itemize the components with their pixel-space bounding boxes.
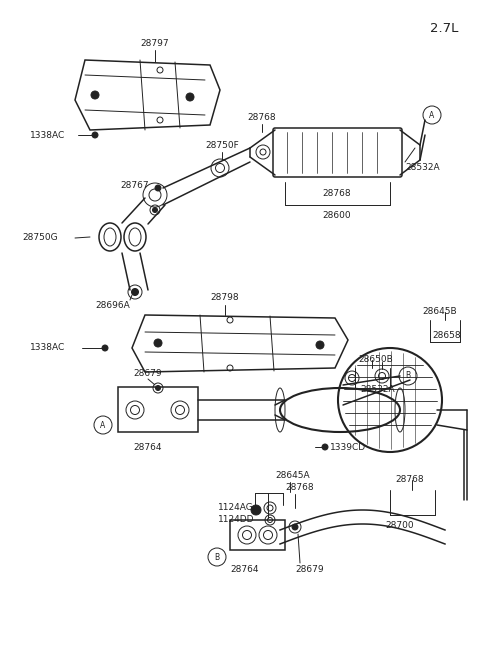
Text: 28764: 28764 (231, 565, 259, 574)
Text: B: B (215, 553, 219, 561)
Text: 1339CD: 1339CD (330, 443, 366, 451)
Circle shape (251, 505, 261, 515)
Circle shape (132, 288, 139, 295)
Text: 28768: 28768 (395, 476, 424, 485)
Circle shape (154, 339, 162, 347)
Text: 1338AC: 1338AC (30, 130, 65, 140)
Text: 28768: 28768 (248, 113, 276, 122)
Text: 28532A: 28532A (360, 386, 395, 394)
Text: 28696A: 28696A (95, 301, 130, 310)
Text: 28679: 28679 (134, 369, 162, 377)
Text: 28532A: 28532A (405, 164, 440, 172)
Text: 28798: 28798 (211, 293, 240, 303)
Text: 28658: 28658 (432, 331, 461, 339)
Text: 28750F: 28750F (205, 141, 239, 149)
Circle shape (102, 345, 108, 351)
Text: 2.7L: 2.7L (430, 22, 458, 35)
Text: 28797: 28797 (141, 39, 169, 48)
Circle shape (153, 208, 157, 212)
Text: 28600: 28600 (323, 210, 351, 219)
Text: 28679: 28679 (295, 565, 324, 574)
Text: 28700: 28700 (385, 521, 414, 529)
Text: 1124DD: 1124DD (218, 515, 254, 525)
Text: 28764: 28764 (134, 443, 162, 451)
Circle shape (92, 132, 98, 138)
Text: 28768: 28768 (323, 189, 351, 198)
Circle shape (186, 93, 194, 101)
Text: A: A (100, 421, 106, 430)
Text: 1338AC: 1338AC (30, 343, 65, 352)
Circle shape (91, 91, 99, 99)
Circle shape (316, 341, 324, 349)
Text: 28645B: 28645B (422, 307, 456, 316)
Circle shape (156, 386, 160, 390)
Text: B: B (406, 371, 410, 381)
Text: 28767: 28767 (120, 181, 149, 189)
Circle shape (292, 524, 298, 530)
Circle shape (155, 185, 161, 191)
Text: A: A (430, 111, 434, 119)
Circle shape (322, 444, 328, 450)
FancyBboxPatch shape (273, 128, 402, 177)
Text: 1124AG: 1124AG (218, 504, 254, 512)
Text: 28768: 28768 (285, 483, 313, 493)
Text: 28750G: 28750G (22, 233, 58, 242)
Text: 28645A: 28645A (275, 470, 310, 479)
Text: 28650B: 28650B (358, 356, 393, 364)
